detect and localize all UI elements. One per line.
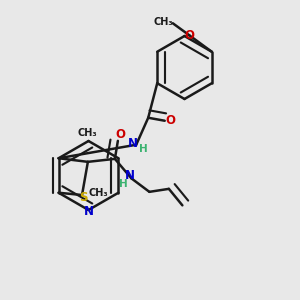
Text: S: S [79, 191, 88, 204]
Text: CH₃: CH₃ [77, 128, 97, 139]
Text: CH₃: CH₃ [88, 188, 108, 198]
Text: O: O [184, 29, 194, 42]
Text: N: N [125, 169, 135, 182]
Text: N: N [128, 137, 138, 150]
Text: O: O [116, 128, 126, 141]
Text: H: H [119, 179, 128, 189]
Text: O: O [166, 114, 176, 127]
Text: CH₃: CH₃ [153, 17, 173, 27]
Text: N: N [83, 205, 94, 218]
Text: H: H [139, 144, 148, 154]
